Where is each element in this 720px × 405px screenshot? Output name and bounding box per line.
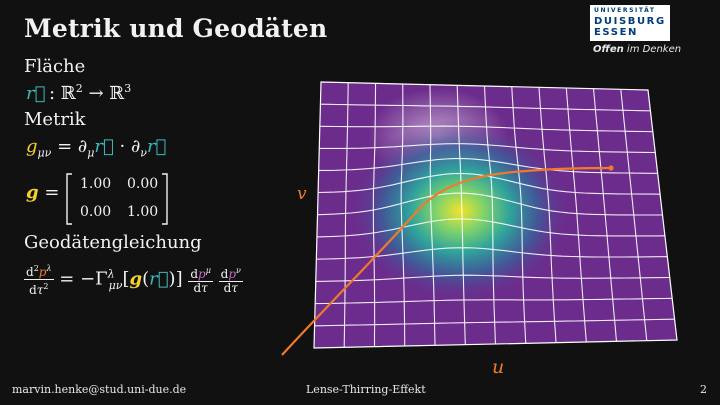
footer-email: marvin.henke@stud.uni-due.de <box>12 383 187 396</box>
matrix-cell-21: 0.00 <box>80 204 112 220</box>
section-surface: Fläche <box>24 56 86 77</box>
section-metric: Metrik <box>24 109 86 130</box>
geodesic-endpoint <box>608 165 614 171</box>
grid-line-u <box>620 89 648 341</box>
section-geodesic: Geodätengleichung <box>24 232 202 253</box>
surface-border <box>313 81 678 349</box>
surface-grid <box>314 82 675 348</box>
logo-claim: Offen im Denken <box>593 44 681 55</box>
logo-line-2: DUISBURG <box>594 16 666 27</box>
claim-bold: Offen <box>593 44 624 55</box>
metric-symbol: g = <box>26 182 60 203</box>
axis-label-v: v <box>297 184 307 204</box>
university-logo: UNIVERSITÄT DUISBURG ESSEN <box>590 5 670 41</box>
slide-title: Metrik und Geodäten <box>24 14 328 43</box>
geodesic-curve <box>281 166 612 356</box>
metric-matrix-brackets <box>66 173 168 225</box>
grid-line-v <box>314 318 675 327</box>
axis-label-u: u <box>492 356 505 378</box>
surface-map-formula: r⃗ : ℝ2 → ℝ3 <box>26 82 132 104</box>
grid-line-v <box>315 297 673 305</box>
matrix-cell-12: 0.00 <box>127 176 159 192</box>
matrix-cell-22: 1.00 <box>127 204 159 220</box>
footer-talk-title: Lense-Thirring-Effekt <box>306 383 426 396</box>
claim-rest: im Denken <box>623 44 682 55</box>
metric-definition-formula: gμν = ∂μr⃗ · ∂νr⃗ <box>26 136 167 160</box>
matrix-cell-11: 1.00 <box>80 176 112 192</box>
logo-line-3: ESSEN <box>594 27 638 38</box>
logo-line-1: UNIVERSITÄT <box>594 7 656 14</box>
page-number: 2 <box>700 383 707 396</box>
geodesic-equation: d2pλ dτ2 = −Γλμν[g(r⃗)] dpμ dτ dpν dτ <box>24 264 243 297</box>
metric-surface-plot <box>281 81 678 356</box>
